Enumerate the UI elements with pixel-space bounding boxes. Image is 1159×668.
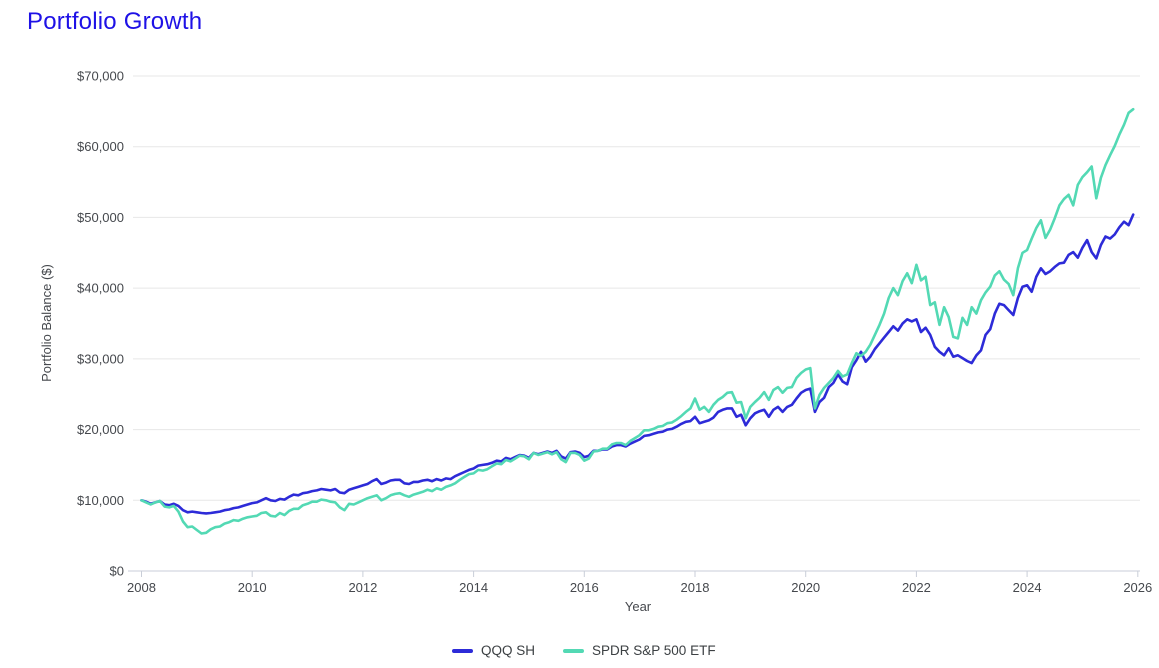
series-line-qqq-sh[interactable]: [140, 213, 1135, 515]
y-axis-title: Portfolio Balance ($): [39, 264, 54, 382]
legend-item-qqq-sh: QQQ SH: [452, 643, 535, 658]
y-tick-label: $60,000: [77, 139, 124, 154]
page-title: Portfolio Growth: [27, 8, 203, 35]
x-tick-label: 2026: [1123, 580, 1152, 595]
y-tick-label: $20,000: [77, 422, 124, 437]
x-tick-label: 2014: [459, 580, 488, 595]
series-line-spdr-s-p-500-etf[interactable]: [140, 107, 1135, 535]
x-tick-label: 2012: [348, 580, 377, 595]
legend-line-swatch: [452, 648, 473, 653]
x-tick-label: 2022: [902, 580, 931, 595]
y-tick-label: $40,000: [77, 281, 124, 296]
x-tick-label: 2016: [570, 580, 599, 595]
legend-item-spdr-s-p-500-etf: SPDR S&P 500 ETF: [563, 643, 716, 658]
legend-label: QQQ SH: [481, 643, 536, 658]
y-tick-label: $0: [110, 564, 124, 579]
x-tick-label: 2010: [238, 580, 267, 595]
chart-legend: QQQ SH SPDR S&P 500 ETF: [452, 643, 716, 658]
x-tick-label: 2008: [127, 580, 156, 595]
y-tick-label: $10,000: [77, 493, 124, 508]
y-tick-label: $30,000: [77, 351, 124, 366]
y-tick-label: $70,000: [77, 69, 124, 84]
x-axis-title: Year: [625, 599, 652, 614]
y-tick-label: $50,000: [77, 210, 124, 225]
x-tick-label: 2024: [1013, 580, 1042, 595]
x-tick-label: 2020: [791, 580, 820, 595]
x-tick-label: 2018: [681, 580, 710, 595]
legend-label: SPDR S&P 500 ETF: [592, 643, 716, 658]
legend-line-swatch: [563, 648, 585, 653]
